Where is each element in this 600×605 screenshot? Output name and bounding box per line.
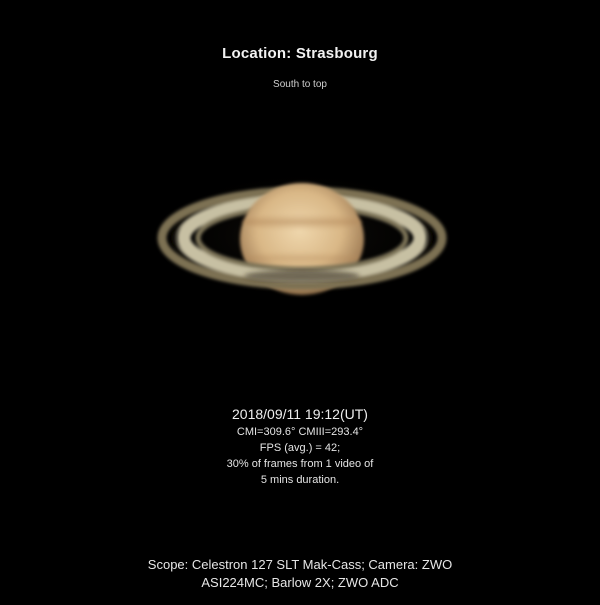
location-title: Location: Strasbourg (222, 45, 378, 62)
duration-info: 5 mins duration. (260, 474, 340, 486)
orientation-note: South to top (273, 79, 327, 90)
observation-datetime: 2018/09/11 19:12(UT) (232, 406, 368, 422)
equipment-line-2: ASI224MC; Barlow 2X; ZWO ADC (201, 575, 399, 590)
fps-info: FPS (avg.) = 42; (259, 442, 341, 454)
central-meridians: CMI=309.6° CMIII=293.4° (236, 426, 364, 438)
ring-shadow (244, 270, 360, 282)
observation-details: 2018/09/11 19:12(UT) CMI=309.6° CMIII=29… (0, 404, 600, 488)
equipment-details: Scope: Celestron 127 SLT Mak-Cass; Camer… (0, 556, 600, 592)
equipment-line-1: Scope: Celestron 127 SLT Mak-Cass; Camer… (147, 557, 453, 572)
frames-info: 30% of frames from 1 video of (226, 458, 374, 470)
